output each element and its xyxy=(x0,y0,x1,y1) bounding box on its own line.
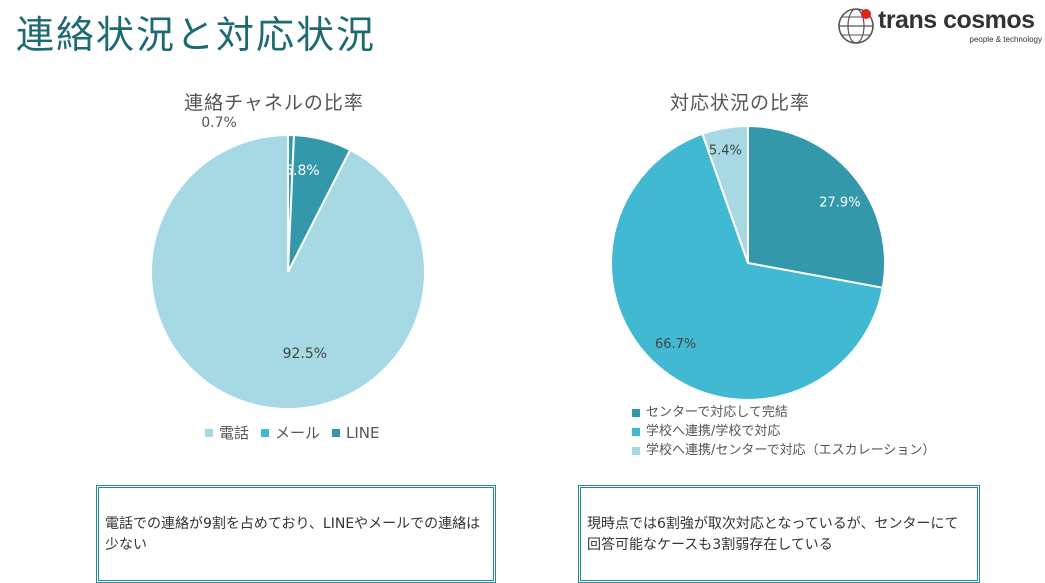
legend-label: 電話 xyxy=(219,424,250,442)
legend-item-0: センターで対応して完結 xyxy=(632,403,935,422)
legend-swatch xyxy=(632,408,640,417)
legend-swatch xyxy=(261,428,270,437)
logo-wordmark: trans cosmos xyxy=(878,6,1035,34)
callout-right-text: 現時点では6割強が取次対応となっているが、センターにて回答可能なケースも3割弱存… xyxy=(587,516,959,553)
legend-label: LINE xyxy=(346,423,380,442)
legend-swatch xyxy=(632,446,640,455)
company-logo: trans cosmos people & technology xyxy=(836,4,1045,48)
pie-chart-contact-channel: 0.7% 6.8% 92.5% xyxy=(150,115,426,410)
legend-swatch xyxy=(332,428,341,437)
pie-chart-response-status: 27.9% 66.7% 5.4% xyxy=(610,124,886,401)
pie-label-1-0: 27.9% xyxy=(819,195,860,210)
pie-label-0-0: 0.7% xyxy=(201,115,237,131)
callout-left-text: 電話での連絡が9割を占めており、LINEやメールでの連絡は少ない xyxy=(105,516,481,553)
pie-slice-0-2 xyxy=(150,133,426,410)
legend-label: センターで対応して完結 xyxy=(646,405,788,420)
legend-swatch xyxy=(632,427,640,436)
legend-swatch xyxy=(205,428,213,437)
pie-slice-1-1 xyxy=(610,132,884,401)
pie-slice-1-2 xyxy=(701,124,749,264)
legend-label: メール xyxy=(275,424,321,442)
legend-label: 学校へ連携/学校で対応 xyxy=(646,424,781,439)
chart-title-response-status: 対応状況の比率 xyxy=(669,92,810,114)
pie-label-0-1: 6.8% xyxy=(284,163,320,179)
pie-label-0-2: 92.5% xyxy=(283,346,327,362)
callout-left: 電話での連絡が9割を占めており、LINEやメールでの連絡は少ない xyxy=(96,485,496,583)
pie-slice-1-0 xyxy=(747,124,886,289)
legend-item-1: 学校へ連携/学校で対応 xyxy=(632,422,935,441)
legend-item-2: 学校へ連携/センターで対応（エスカレーション） xyxy=(632,441,935,460)
logo-tagline: people & technology xyxy=(969,35,1043,44)
legend-item-0: 電話 xyxy=(205,422,249,443)
pie-label-1-1: 66.7% xyxy=(655,337,696,352)
page-title: 連絡状況と対応状況 xyxy=(16,13,377,57)
legend-item-1: メール xyxy=(261,422,320,443)
globe-logo-icon xyxy=(838,8,874,44)
chart-title-contact-channel: 連絡チャネルの比率 xyxy=(184,92,364,114)
legend-label: 学校へ連携/センターで対応（エスカレーション） xyxy=(646,443,936,458)
pie-label-1-2: 5.4% xyxy=(709,144,742,159)
callout-right: 現時点では6割強が取次対応となっているが、センターにて回答可能なケースも3割弱存… xyxy=(578,485,980,583)
legend-item-2: LINE xyxy=(332,423,380,442)
legend-response-status: センターで対応して完結 学校へ連携/学校で対応学校へ連携/センターで対応（エスカレ… xyxy=(632,403,935,460)
legend-contact-channel: 電話 メール LINE xyxy=(205,422,386,443)
